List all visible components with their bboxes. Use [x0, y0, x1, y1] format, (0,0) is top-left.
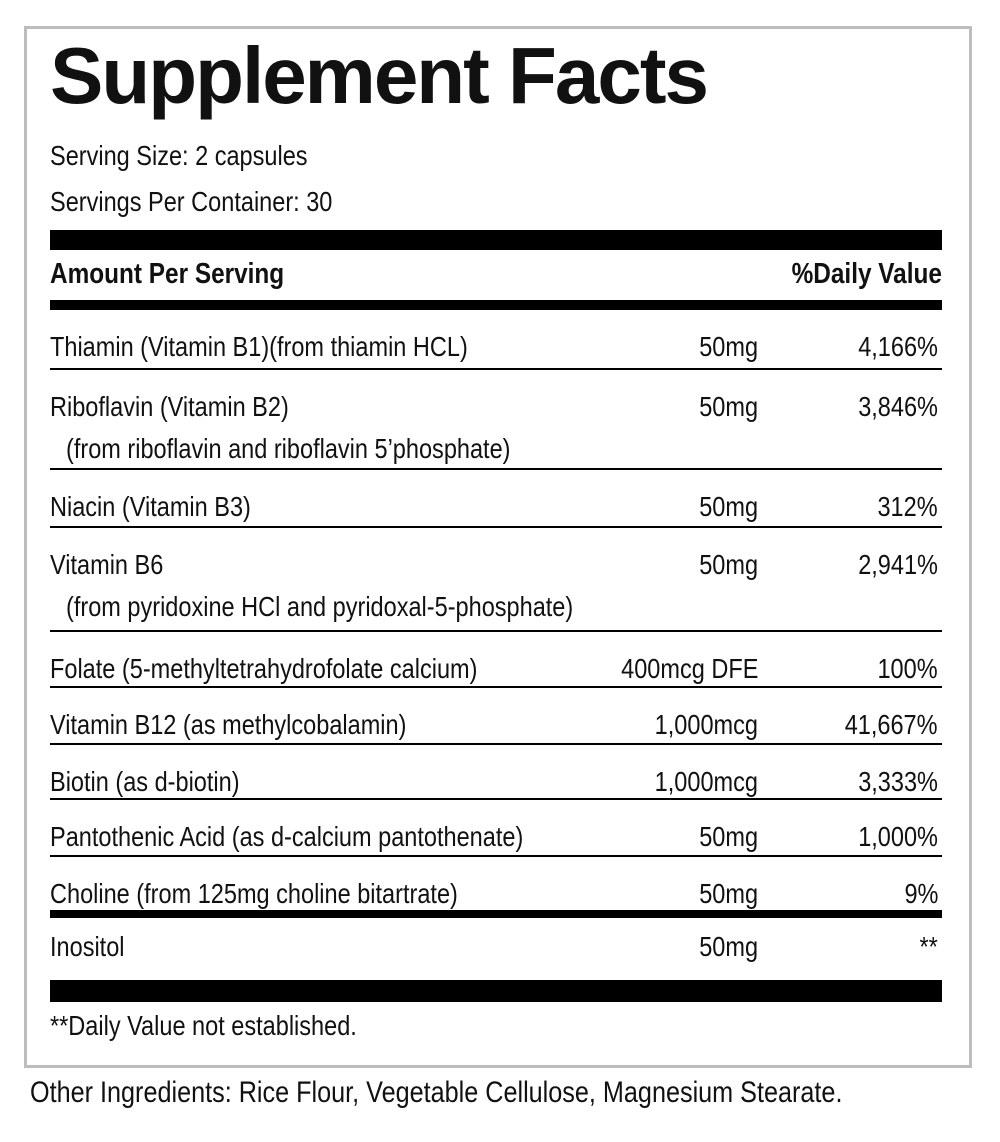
nutrient-amount: 1,000mcg	[654, 766, 758, 797]
thick-divider	[50, 980, 942, 1002]
daily-value-percent: 3,333%	[858, 766, 938, 797]
daily-value-percent: 3,846%	[858, 391, 938, 422]
nutrient-name: Inositol	[50, 931, 125, 962]
daily-value-percent: 41,667%	[845, 709, 938, 740]
panel-title: Supplement Facts	[50, 31, 709, 120]
daily-value-percent: 2,941%	[858, 549, 938, 580]
nutrient-source: (from pyridoxine HCl and pyridoxal-5-pho…	[66, 591, 574, 622]
serving-size: Serving Size: 2 capsules	[50, 140, 308, 171]
nutrient-name: Vitamin B12 (as methylcobalamin)	[50, 709, 407, 740]
nutrient-name: Choline (from 125mg choline bitartrate)	[50, 878, 458, 909]
nutrient-name: Vitamin B6	[50, 549, 164, 580]
nutrient-table: Thiamin (Vitamin B1)(from thiamin HCL) 50…	[50, 310, 942, 970]
daily-value-percent: 1,000%	[858, 821, 938, 852]
amount-per-serving-label: Amount Per Serving	[50, 258, 285, 290]
nutrient-name: Biotin (as d-biotin)	[50, 766, 240, 797]
table-row: Vitamin B12 (as methylcobalamin) 1,000mcg…	[50, 688, 942, 745]
daily-value-label: %Daily Value	[791, 258, 942, 290]
nutrient-amount: 50mg	[699, 931, 758, 962]
daily-value-percent: 4,166%	[858, 331, 938, 362]
medium-divider	[50, 300, 942, 310]
nutrient-amount: 50mg	[699, 331, 758, 362]
table-row: Riboflavin (Vitamin B2) (from riboflavin …	[50, 370, 942, 470]
nutrient-name: Thiamin (Vitamin B1)(from thiamin HCL)	[50, 331, 468, 362]
nutrient-amount: 1,000mcg	[654, 709, 758, 740]
nutrient-name: Folate (5-methyltetrahydrofolate calcium…	[50, 653, 478, 684]
nutrient-amount: 50mg	[699, 549, 758, 580]
daily-value-percent: **	[919, 931, 938, 962]
table-header: Amount Per Serving %Daily Value	[50, 258, 942, 291]
table-row: Vitamin B6 (from pyridoxine HCl and pyrid…	[50, 528, 942, 632]
table-row: Thiamin (Vitamin B1)(from thiamin HCL) 50…	[50, 310, 942, 370]
nutrient-amount: 50mg	[699, 821, 758, 852]
nutrient-amount: 50mg	[699, 491, 758, 522]
nutrient-amount: 50mg	[699, 391, 758, 422]
servings-per-container: Servings Per Container: 30	[50, 186, 333, 217]
nutrient-source: (from riboflavin and riboflavin 5’phosph…	[66, 433, 511, 464]
supplement-facts-panel	[24, 26, 972, 1068]
daily-value-percent: 100%	[877, 653, 938, 684]
table-row: Niacin (Vitamin B3) 50mg 312%	[50, 470, 942, 528]
nutrient-name: Riboflavin (Vitamin B2)	[50, 391, 289, 422]
table-row: Folate (5-methyltetrahydrofolate calcium…	[50, 632, 942, 688]
nutrient-amount: 400mcg DFE	[620, 653, 758, 684]
thick-divider	[50, 230, 942, 250]
daily-value-percent: 9%	[904, 878, 938, 909]
other-ingredients: Other Ingredients: Rice Flour, Vegetable…	[30, 1076, 843, 1109]
table-row: Inositol 50mg **	[50, 910, 942, 970]
daily-value-percent: 312%	[877, 491, 938, 522]
table-row: Pantothenic Acid (as d-calcium pantothen…	[50, 800, 942, 857]
table-row: Biotin (as d-biotin) 1,000mcg 3,333%	[50, 745, 942, 800]
table-row: Choline (from 125mg choline bitartrate) 5…	[50, 857, 942, 912]
nutrient-amount: 50mg	[699, 878, 758, 909]
footnote: **Daily Value not established.	[50, 1010, 357, 1041]
nutrient-name: Pantothenic Acid (as d-calcium pantothen…	[50, 821, 524, 852]
nutrient-name: Niacin (Vitamin B3)	[50, 491, 251, 522]
